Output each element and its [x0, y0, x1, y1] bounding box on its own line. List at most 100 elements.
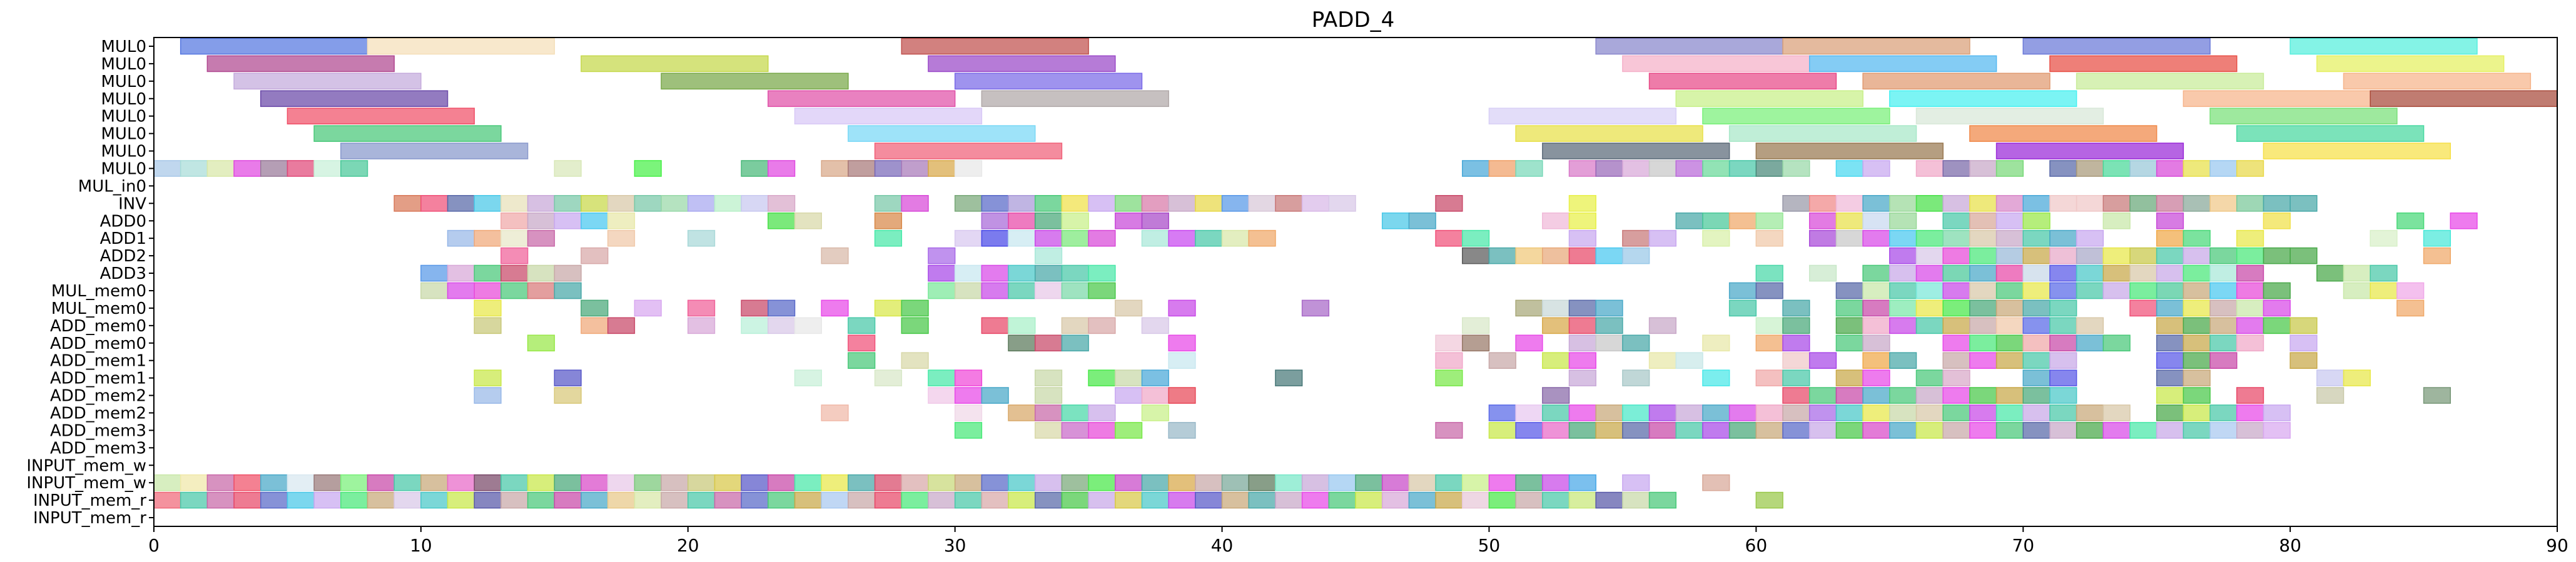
task-bar [928, 160, 956, 177]
task-bar [1408, 212, 1436, 229]
task-bar [1515, 247, 1543, 264]
task-bar [1862, 160, 1890, 177]
task-bar [2129, 422, 2158, 439]
task-bar [1835, 334, 1864, 352]
task-bar [2129, 282, 2158, 299]
task-bar [2183, 299, 2211, 317]
y-tick-label: ADD_mem3 [50, 421, 146, 440]
task-bar [1969, 247, 1997, 264]
task-bar [1488, 108, 1677, 124]
task-bar [2183, 404, 2211, 421]
task-bar [1862, 352, 1890, 369]
task-bar [2076, 282, 2104, 299]
task-bar [1782, 387, 1810, 404]
task-bar [420, 195, 449, 212]
task-bar [1568, 317, 1596, 334]
task-bar [340, 474, 368, 491]
task-bar [2049, 299, 2077, 317]
task-bar [1061, 491, 1089, 509]
task-bar [1728, 125, 1917, 142]
chart-title: PADD_4 [1312, 8, 1395, 33]
task-bar [1542, 247, 1570, 264]
task-bar [393, 474, 422, 491]
task-bar [1542, 212, 1570, 229]
task-bar [1115, 422, 1143, 439]
x-tick-label: 0 [148, 535, 160, 556]
task-bar [527, 334, 555, 352]
task-bar [206, 55, 395, 73]
task-bar [1488, 404, 1516, 421]
task-bar [1542, 404, 1570, 421]
task-bar [874, 369, 903, 386]
task-bar [2236, 282, 2264, 299]
task-bar [2156, 422, 2184, 439]
task-bar [1408, 474, 1436, 491]
task-bar [768, 212, 796, 229]
task-bar [2022, 299, 2051, 317]
task-bar [1115, 212, 1143, 229]
task-bar [2289, 334, 2318, 352]
task-bar [2049, 229, 2077, 247]
task-bar [1168, 229, 1196, 247]
task-bar [1568, 195, 1596, 212]
task-bar [1168, 387, 1196, 404]
y-tick-label: MUL0 [101, 38, 147, 56]
task-bar [554, 264, 582, 282]
task-bar [1221, 474, 1249, 491]
task-bar [500, 491, 529, 509]
task-bar [1755, 404, 1783, 421]
task-bar [2209, 352, 2238, 369]
task-bar [1141, 491, 1169, 509]
task-bar [1515, 160, 1543, 177]
task-bar [1622, 247, 1650, 264]
task-bar [1542, 422, 1570, 439]
task-bar [2156, 212, 2184, 229]
task-bar [2049, 55, 2238, 73]
task-bar [2156, 369, 2184, 386]
task-bar [2263, 422, 2291, 439]
task-bar [1862, 422, 1890, 439]
task-bar [874, 212, 903, 229]
task-bar [768, 317, 796, 334]
task-bar [1141, 212, 1169, 229]
task-bar [2209, 108, 2398, 124]
task-bar [1595, 334, 1623, 352]
task-bar [848, 474, 876, 491]
task-bar [1248, 474, 1276, 491]
task-bar [1488, 474, 1516, 491]
task-bar [1622, 334, 1650, 352]
task-bar [1782, 352, 1810, 369]
task-bar [1915, 404, 1944, 421]
task-bar [2102, 212, 2131, 229]
task-bar [1675, 404, 1703, 421]
task-bar [1942, 299, 1970, 317]
task-bar [1942, 317, 1970, 334]
task-bar [1515, 474, 1543, 491]
task-bar [954, 422, 983, 439]
task-bar [2156, 299, 2184, 317]
x-tick-label: 90 [2546, 535, 2568, 556]
task-bar [1782, 404, 1810, 421]
task-bar [1435, 474, 1463, 491]
task-bar [1995, 247, 2024, 264]
task-bar [714, 195, 742, 212]
task-bar [1115, 369, 1143, 386]
task-bar [2263, 317, 2291, 334]
task-bar [1862, 264, 1890, 282]
task-bar [2263, 282, 2291, 299]
task-bar [1488, 422, 1516, 439]
task-bar [2236, 387, 2264, 404]
task-bar [1835, 317, 1864, 334]
y-tick-label: ADD_mem3 [50, 439, 146, 458]
task-bar [687, 474, 716, 491]
task-bar [1835, 160, 1864, 177]
task-bar [2049, 247, 2077, 264]
task-bar [901, 195, 929, 212]
task-bar [1515, 125, 1703, 142]
task-bar [554, 369, 582, 386]
task-bar [1755, 264, 1783, 282]
task-bar [2289, 195, 2318, 212]
task-bar [1568, 491, 1596, 509]
task-bar [554, 387, 582, 404]
task-bar [1915, 247, 1944, 264]
